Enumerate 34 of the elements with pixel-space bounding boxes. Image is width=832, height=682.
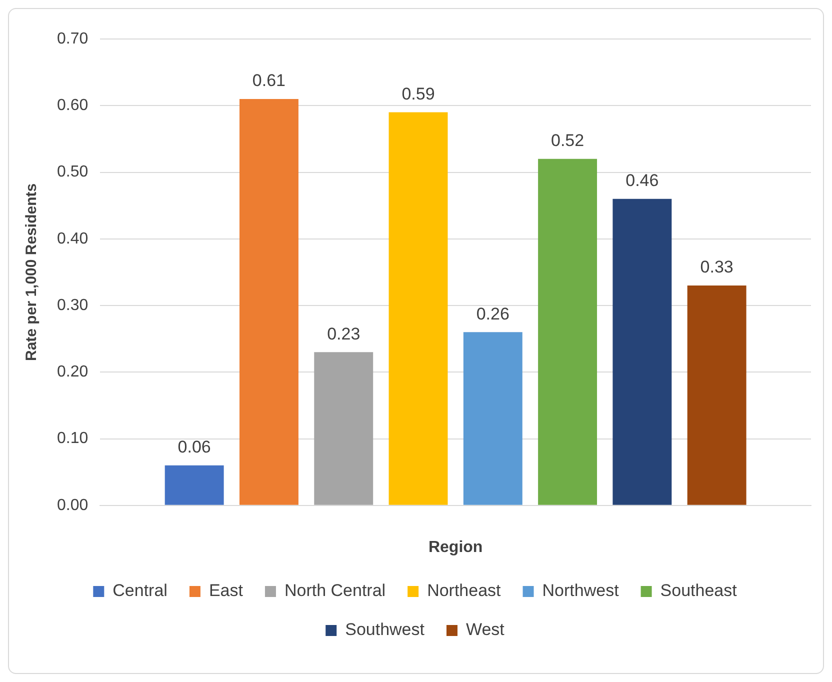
data-label: 0.06 — [178, 438, 211, 457]
bar — [164, 465, 224, 505]
data-label: 0.33 — [700, 258, 734, 277]
bar — [239, 98, 298, 505]
y-tick-label: 0.30 — [57, 296, 88, 314]
y-tick-label: 0.50 — [57, 164, 88, 181]
y-axis-title: Rate per 1,000 Residents — [23, 183, 40, 361]
legend-label: Central — [112, 581, 168, 600]
y-tick-label: 0.70 — [57, 30, 88, 48]
bar — [687, 286, 746, 505]
y-tick-label: 0.10 — [57, 430, 88, 448]
data-label: 0.23 — [327, 324, 360, 344]
legend-label: Northeast — [427, 581, 502, 600]
y-tick-label: 0.20 — [57, 364, 88, 381]
bar — [463, 332, 522, 505]
legend-label: Southwest — [345, 620, 425, 640]
data-label: 0.59 — [402, 84, 435, 104]
legend-label: North Central — [284, 581, 386, 600]
bar — [612, 198, 672, 505]
legend-label: Southeast — [660, 581, 738, 600]
data-label: 0.26 — [476, 304, 510, 324]
bar — [538, 158, 598, 505]
y-tick-label: 0.40 — [57, 230, 88, 248]
data-label: 0.61 — [252, 71, 286, 90]
legend-label: West — [466, 620, 505, 640]
bar — [388, 112, 448, 505]
y-tick-label: 0.00 — [57, 496, 88, 514]
data-label: 0.52 — [550, 131, 584, 150]
data-label: 0.46 — [626, 171, 659, 190]
legend-label: Northwest — [542, 581, 620, 600]
y-tick-label: 0.60 — [57, 97, 88, 114]
legend-label: East — [208, 581, 244, 600]
x-axis-title: Region — [428, 538, 483, 556]
bar — [314, 352, 374, 505]
